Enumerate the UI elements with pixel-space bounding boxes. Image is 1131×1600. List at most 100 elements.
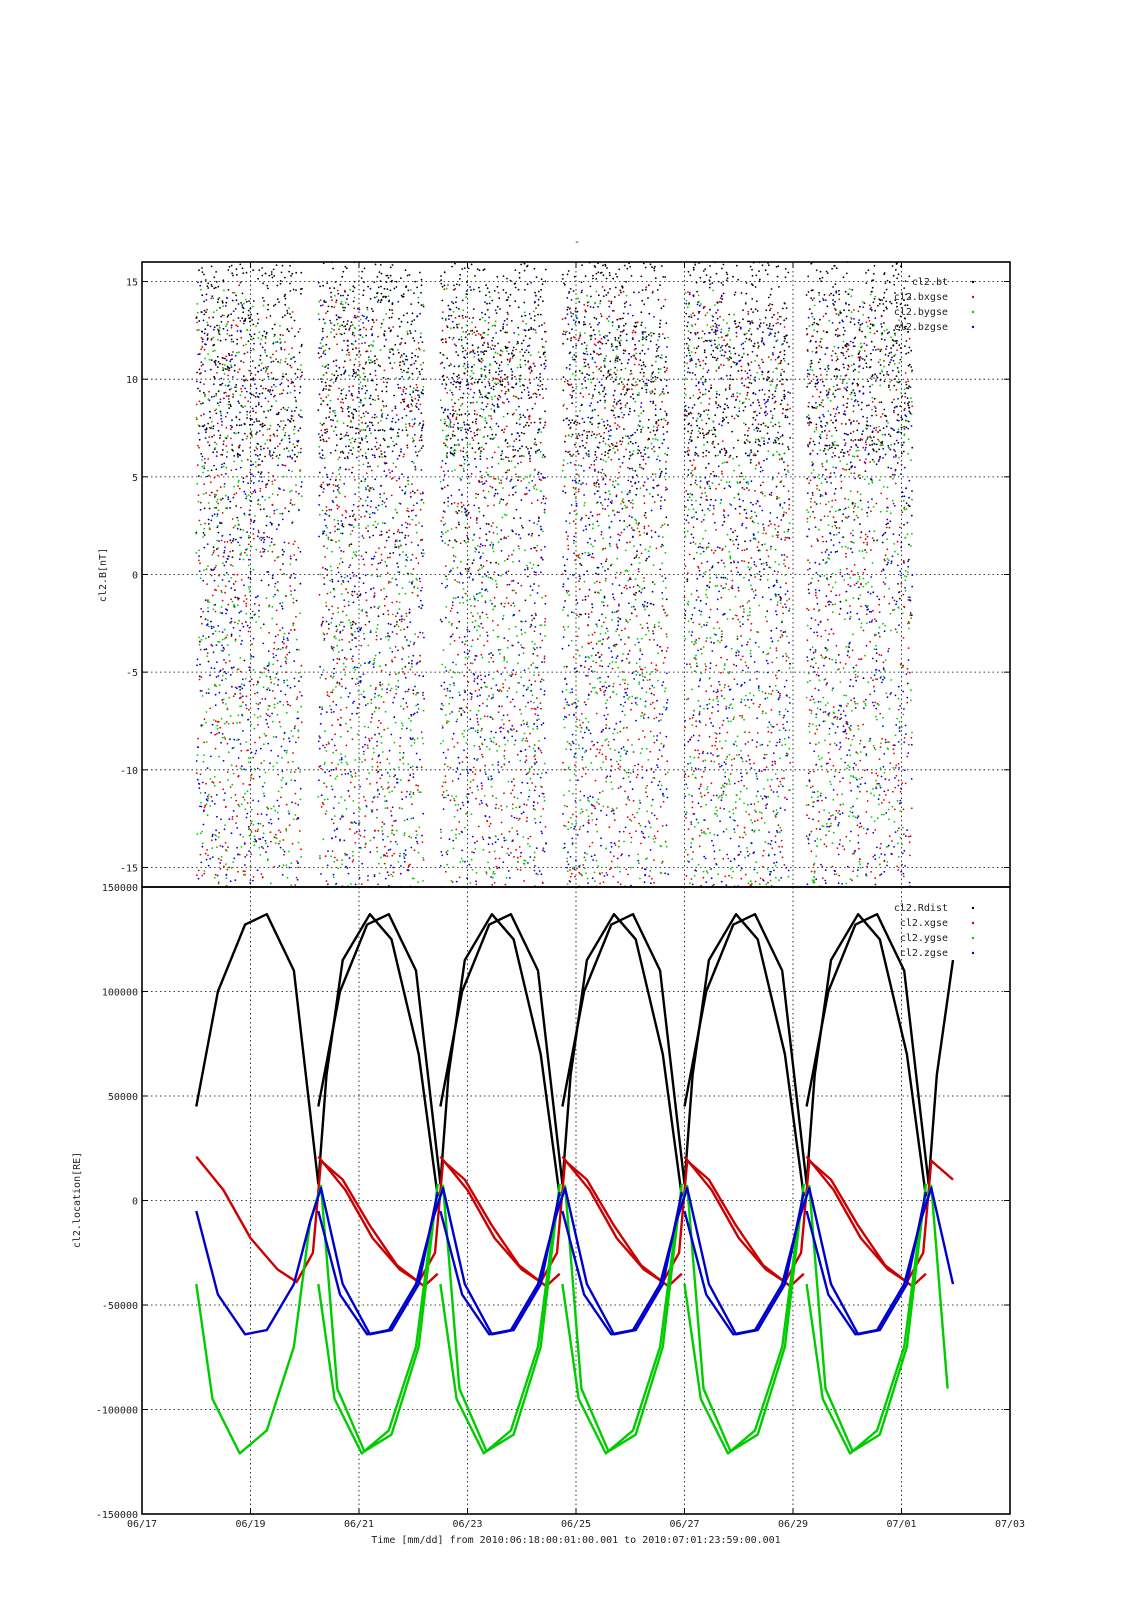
scatter-point-cl2-bxgse — [479, 334, 482, 336]
scatter-point-cl2-bxgse — [576, 473, 578, 476]
scatter-point-cl2-bt — [786, 379, 788, 381]
scatter-point-cl2-bxgse — [224, 737, 227, 740]
scatter-point-cl2-bxgse — [265, 486, 267, 489]
scatter-point-cl2-bxgse — [534, 708, 537, 710]
scatter-point-cl2-bxgse — [449, 610, 452, 612]
scatter-point-cl2-bt — [446, 415, 449, 418]
scatter-point-cl2-bt — [263, 508, 265, 510]
scatter-point-cl2-bt — [365, 551, 368, 554]
scatter-point-cl2-bxgse — [220, 473, 223, 476]
scatter-point-cl2-bxgse — [348, 415, 351, 418]
scatter-point-cl2-bt — [498, 364, 501, 367]
scatter-point-cl2-bt — [502, 289, 505, 291]
scatter-point-cl2-bt — [579, 562, 581, 565]
scatter-point-cl2-bxgse — [371, 800, 374, 803]
scatter-point-cl2-bt — [655, 350, 658, 352]
scatter-point-cl2-bxgse — [378, 447, 380, 449]
scatter-point-cl2-bxgse — [461, 403, 464, 405]
scatter-point-cl2-bt — [261, 274, 264, 277]
scatter-point-cl2-bt — [906, 387, 908, 389]
scatter-point-cl2-bxgse — [290, 382, 293, 385]
scatter-point-cl2-bxgse — [494, 857, 497, 860]
scatter-point-cl2-bt — [586, 437, 588, 439]
scatter-point-cl2-bxgse — [412, 773, 415, 775]
scatter-point-cl2-bt — [748, 441, 751, 444]
scatter-point-cl2-bt — [877, 304, 879, 307]
scatter-point-cl2-bt — [628, 388, 630, 391]
scatter-point-cl2-bt — [734, 322, 737, 325]
scatter-point-cl2-bxgse — [601, 753, 604, 756]
scatter-point-cl2-bt — [607, 568, 609, 570]
scatter-point-cl2-bt — [890, 302, 893, 305]
scatter-point-cl2-bt — [647, 297, 649, 299]
scatter-point-cl2-bt — [506, 277, 508, 280]
scatter-point-cl2-bxgse — [527, 837, 530, 840]
scatter-point-cl2-bxgse — [400, 401, 402, 404]
scatter-point-cl2-bt — [235, 424, 238, 427]
scatter-point-cl2-bxgse — [228, 660, 231, 662]
scatter-point-cl2-bxgse — [600, 341, 602, 344]
scatter-point-cl2-bxgse — [540, 678, 543, 681]
scatter-point-cl2-bxgse — [514, 673, 517, 676]
scatter-point-cl2-bt — [520, 342, 523, 345]
scatter-point-cl2-bt — [345, 394, 348, 397]
scatter-point-cl2-bt — [201, 338, 204, 341]
scatter-point-cl2-bxgse — [332, 700, 335, 703]
scatter-point-cl2-bt — [490, 387, 493, 390]
scatter-point-cl2-bt — [544, 268, 547, 271]
scatter-point-cl2-bt — [604, 399, 606, 402]
scatter-point-cl2-bt — [758, 440, 761, 442]
scatter-point-cl2-bxgse — [458, 581, 461, 584]
scatter-point-cl2-bxgse — [349, 359, 352, 361]
scatter-point-cl2-bxgse — [535, 549, 538, 552]
scatter-point-cl2-bt — [590, 338, 592, 341]
scatter-point-cl2-bxgse — [545, 340, 547, 343]
scatter-point-cl2-bxgse — [294, 792, 297, 795]
scatter-point-cl2-bt — [571, 402, 574, 405]
scatter-point-cl2-bxgse — [214, 610, 217, 613]
scatter-point-cl2-bt — [483, 573, 486, 575]
scatter-point-cl2-bt — [783, 468, 786, 471]
scatter-point-cl2-bxgse — [383, 862, 386, 865]
scatter-point-cl2-bt — [567, 383, 570, 386]
scatter-point-cl2-bt — [591, 515, 594, 517]
scatter-point-cl2-bxgse — [444, 775, 447, 777]
scatter-point-cl2-bxgse — [355, 347, 358, 350]
scatter-point-cl2-bxgse — [256, 447, 258, 450]
scatter-point-cl2-bt — [600, 271, 603, 274]
scatter-point-cl2-bt — [849, 432, 852, 435]
scatter-point-cl2-bt — [349, 515, 351, 518]
scatter-point-cl2-bt — [272, 433, 275, 436]
scatter-point-cl2-bxgse — [248, 411, 251, 414]
scatter-point-cl2-bt — [910, 614, 913, 617]
scatter-point-cl2-bxgse — [366, 778, 368, 780]
scatter-point-cl2-bxgse — [468, 526, 471, 528]
scatter-point-cl2-bxgse — [511, 580, 513, 582]
scatter-point-cl2-bt — [652, 380, 654, 383]
scatter-point-cl2-bxgse — [469, 786, 472, 789]
scatter-point-cl2-bxgse — [499, 353, 501, 356]
scatter-point-cl2-bxgse — [353, 316, 356, 319]
scatter-point-cl2-bxgse — [440, 466, 443, 468]
scatter-point-cl2-bt — [658, 476, 661, 478]
scatter-point-cl2-bxgse — [346, 339, 349, 342]
scatter-point-cl2-bt — [767, 426, 769, 429]
scatter-point-cl2-bxgse — [347, 348, 349, 351]
scatter-point-cl2-bxgse — [488, 825, 491, 828]
scatter-point-cl2-bxgse — [320, 625, 323, 627]
scatter-point-cl2-bxgse — [529, 835, 532, 838]
scatter-point-cl2-bxgse — [371, 325, 374, 328]
scatter-point-cl2-bt — [458, 408, 461, 411]
scatter-point-cl2-bt — [869, 323, 872, 325]
scatter-point-cl2-bxgse — [345, 511, 348, 513]
scatter-point-cl2-bt — [210, 620, 212, 623]
scatter-point-cl2-bxgse — [664, 486, 667, 489]
scatter-point-cl2-bxgse — [493, 504, 495, 507]
scatter-point-cl2-bxgse — [475, 797, 477, 800]
scatter-point-cl2-bxgse — [471, 851, 473, 853]
scatter-point-cl2-bt — [732, 447, 735, 449]
scatter-point-cl2-bt — [467, 267, 470, 270]
scatter-point-cl2-bt — [208, 444, 211, 447]
scatter-point-cl2-bt — [885, 288, 888, 291]
scatter-point-cl2-bt — [409, 385, 412, 388]
